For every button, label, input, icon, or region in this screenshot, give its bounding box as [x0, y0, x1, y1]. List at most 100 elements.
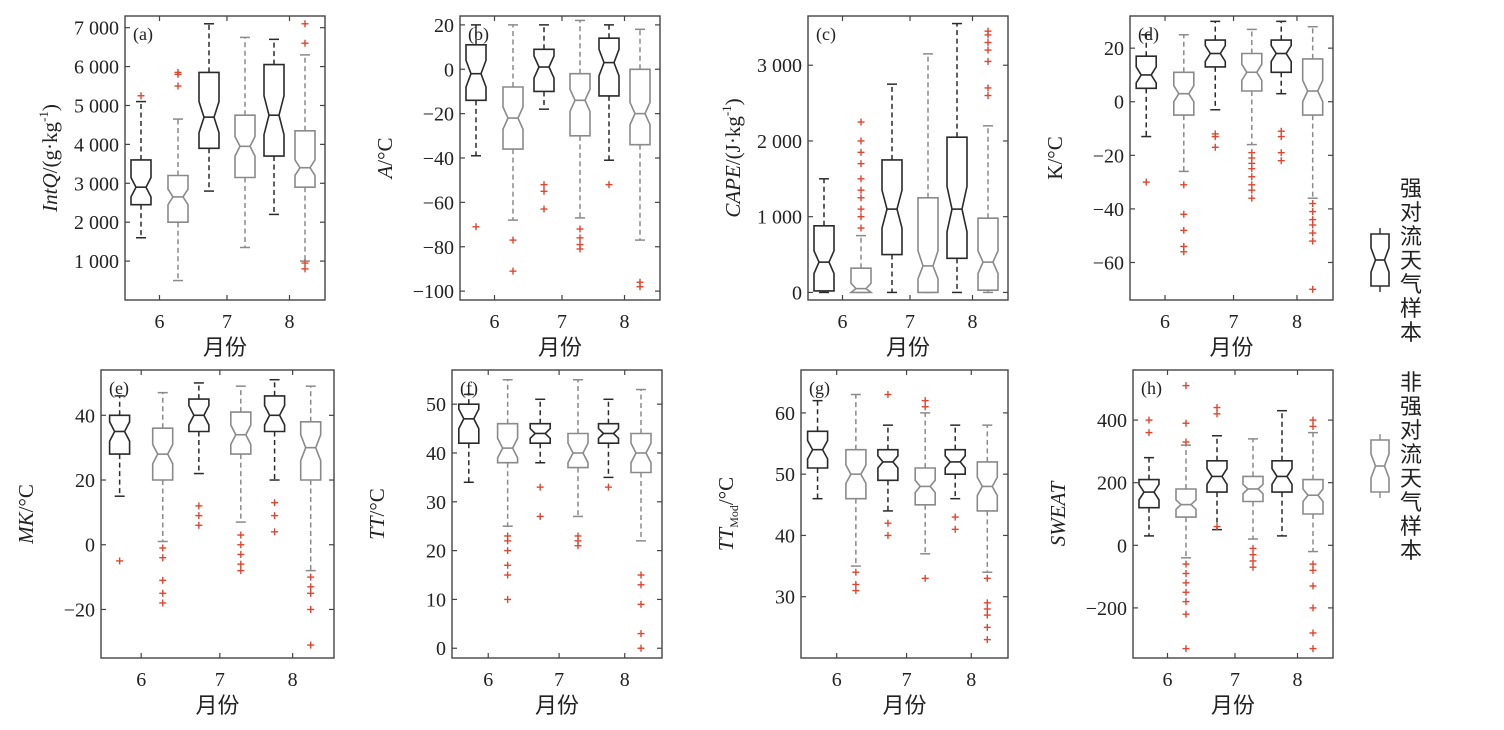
y-axis-label-var: TT — [365, 515, 389, 540]
y-tick-label: 0 — [1114, 92, 1124, 114]
y-axis-label: SWEAT — [1046, 480, 1070, 546]
notched-box — [230, 411, 252, 455]
outlier-marker — [921, 397, 929, 405]
outlier-marker — [174, 82, 182, 90]
y-tick-label: −20 — [1093, 145, 1124, 167]
outlier-marker — [195, 502, 203, 510]
outlier-marker — [504, 532, 512, 540]
x-tick-label: 7 — [557, 311, 567, 333]
outlier-marker — [116, 557, 124, 565]
outlier-marker — [301, 20, 309, 28]
outlier-marker — [1249, 563, 1257, 571]
panel-tag: (a) — [133, 24, 153, 45]
outlier-marker — [1182, 645, 1190, 653]
outlier-marker — [1180, 226, 1188, 234]
notched-box — [946, 136, 968, 260]
x-tick-label: 6 — [1160, 311, 1170, 333]
outlier-marker — [1309, 422, 1317, 430]
x-axis-label: 月份 — [203, 335, 247, 360]
outlier-marker — [1211, 133, 1219, 141]
outlier-marker — [307, 589, 315, 597]
y-axis-label-var: TT — [714, 526, 738, 551]
y-axis-label-tail: ) — [38, 104, 62, 111]
panel-c: 0 1 000 2 000 3 000 6 7 8 月份 CAPE/(J·kg-1) (c) — [719, 15, 1009, 360]
outlier-marker — [857, 194, 865, 202]
outlier-marker — [472, 223, 480, 231]
panel-tag: (c) — [816, 24, 836, 45]
outlier-marker — [1248, 173, 1256, 181]
outlier-marker — [984, 39, 992, 47]
notched-box — [977, 217, 999, 292]
notched-box — [1270, 39, 1292, 74]
outlier-marker — [1182, 438, 1190, 446]
box-strong-7 — [1206, 404, 1228, 531]
outlier-marker — [983, 605, 991, 613]
outlier-marker — [271, 499, 279, 507]
x-axis-label: 月份 — [1209, 335, 1253, 360]
outlier-marker — [237, 560, 245, 568]
panel-a: 1 000 2 000 3 000 4 000 5 000 6 000 7 000 6 7 8 月份… — [36, 15, 326, 360]
box-nonstrong-7 — [914, 397, 937, 582]
outlier-marker — [1277, 133, 1285, 141]
outlier-marker — [1309, 645, 1317, 653]
notched-box — [263, 395, 286, 433]
y-tick-label: −40 — [1093, 199, 1124, 221]
x-tick-label: 6 — [136, 669, 146, 691]
y-axis-label: IntQ/(g·kg-1) — [36, 104, 62, 213]
outlier-marker — [637, 581, 645, 589]
notched-box — [567, 432, 589, 469]
box-nonstrong-7 — [917, 53, 939, 294]
x-axis-label: 月份 — [538, 335, 582, 360]
y-tick-label: 2 000 — [74, 212, 119, 234]
outlier-marker — [509, 236, 517, 244]
outlier-marker — [1248, 165, 1256, 173]
outlier-marker — [1309, 416, 1317, 424]
axes-frame — [1129, 15, 1334, 301]
box-strong-8 — [598, 24, 620, 189]
y-tick-label: 20 — [434, 15, 454, 37]
box-nonstrong-7 — [567, 379, 589, 550]
outlier-marker — [504, 561, 512, 569]
outlier-marker — [504, 595, 512, 603]
box-strong-6 — [806, 399, 829, 500]
outlier-marker — [1309, 221, 1317, 229]
outlier-marker — [1182, 588, 1190, 596]
y-tick-label: 20 — [75, 470, 95, 492]
box-strong-7 — [877, 391, 899, 539]
y-axis-label-unit: K/°C — [1043, 136, 1067, 179]
panel-tag: (f) — [460, 378, 478, 399]
outlier-marker — [1180, 181, 1188, 189]
legend-icon-nonstrong — [1370, 434, 1390, 498]
box-nonstrong-8 — [976, 424, 999, 644]
outlier-marker — [1309, 604, 1317, 612]
notched-box — [881, 159, 903, 256]
outlier-marker — [1249, 544, 1257, 552]
y-axis-label: A/°C — [373, 137, 397, 180]
legend-label-strong-char: 气 — [1400, 272, 1422, 297]
notched-box — [569, 72, 591, 137]
outlier-marker — [852, 587, 860, 595]
outlier-marker — [884, 531, 892, 539]
outlier-marker — [195, 521, 203, 529]
outlier-marker — [301, 39, 309, 47]
y-axis-label-unit: /°C — [714, 477, 738, 505]
outlier-marker — [174, 68, 182, 76]
box-strong-8 — [597, 398, 620, 491]
y-tick-label: 200 — [1097, 473, 1127, 495]
y-tick-label: 0 — [1117, 535, 1127, 557]
box-strong-8 — [263, 378, 286, 536]
box-strong-7 — [533, 24, 555, 213]
outlier-marker — [159, 544, 167, 552]
notched-box — [299, 420, 322, 481]
y-axis-label: TTMod/°C — [714, 477, 741, 551]
panel-g: 30 40 50 60 6 7 8 月份 TTMod/°C (g) — [714, 369, 1009, 718]
y-tick-label: 0 — [85, 535, 95, 557]
notched-box — [108, 414, 131, 455]
legend-label-nonstrong-char: 非 — [1400, 370, 1422, 395]
box-strong-6 — [130, 92, 152, 239]
box-nonstrong-8 — [977, 27, 999, 294]
outlier-marker — [951, 513, 959, 521]
outlier-marker — [576, 234, 584, 242]
notched-box — [917, 197, 939, 294]
